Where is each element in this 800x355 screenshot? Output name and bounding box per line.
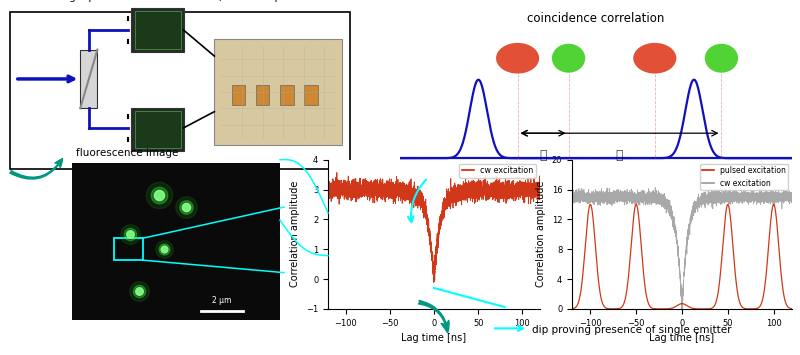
FancyBboxPatch shape	[131, 108, 184, 152]
Point	[153, 192, 166, 197]
Bar	[256, 86, 270, 105]
Point	[124, 231, 137, 236]
Point	[157, 246, 170, 252]
Point	[132, 289, 145, 294]
Point	[180, 204, 193, 210]
Ellipse shape	[552, 44, 586, 73]
Y-axis label: Correlation amplitude: Correlation amplitude	[290, 181, 301, 288]
Text: ⏱: ⏱	[539, 149, 547, 162]
Ellipse shape	[705, 44, 738, 73]
Bar	[114, 238, 142, 260]
Polygon shape	[80, 50, 98, 108]
FancyArrowPatch shape	[10, 159, 62, 179]
Point	[180, 204, 193, 210]
Bar	[304, 86, 318, 105]
Point	[153, 192, 166, 197]
Point	[157, 246, 170, 252]
X-axis label: Lag time [ns]: Lag time [ns]	[650, 333, 714, 343]
Text: 2 μm: 2 μm	[212, 296, 231, 305]
Text: coincidence correlation: coincidence correlation	[527, 12, 665, 25]
Text: dip proving presence of single emitter: dip proving presence of single emitter	[532, 325, 731, 335]
FancyBboxPatch shape	[214, 39, 342, 145]
Ellipse shape	[634, 43, 676, 73]
Bar	[232, 86, 246, 105]
FancyArrowPatch shape	[494, 326, 523, 331]
Ellipse shape	[496, 43, 539, 73]
Y-axis label: Correlation amplitude: Correlation amplitude	[536, 181, 546, 288]
Point	[132, 289, 145, 294]
Point	[153, 192, 166, 197]
X-axis label: Lag time [ns]: Lag time [ns]	[402, 333, 466, 343]
Legend: pulsed excitation, cw excitation: pulsed excitation, cw excitation	[700, 164, 788, 190]
FancyBboxPatch shape	[134, 11, 181, 49]
FancyBboxPatch shape	[131, 8, 184, 52]
FancyBboxPatch shape	[10, 12, 350, 169]
FancyBboxPatch shape	[134, 111, 181, 148]
FancyArrowPatch shape	[418, 300, 449, 333]
Text: fluorescence image: fluorescence image	[76, 148, 178, 158]
Point	[124, 231, 137, 236]
Point	[124, 231, 137, 236]
Legend: cw excitation: cw excitation	[459, 164, 536, 178]
Text: ⏱: ⏱	[616, 149, 623, 162]
Bar	[280, 86, 294, 105]
Point	[180, 204, 193, 210]
Text: single photon detection with 50/50 beamsplitter: single photon detection with 50/50 beams…	[54, 0, 306, 2]
Point	[157, 246, 170, 252]
Point	[132, 289, 145, 294]
FancyArrowPatch shape	[408, 180, 426, 222]
